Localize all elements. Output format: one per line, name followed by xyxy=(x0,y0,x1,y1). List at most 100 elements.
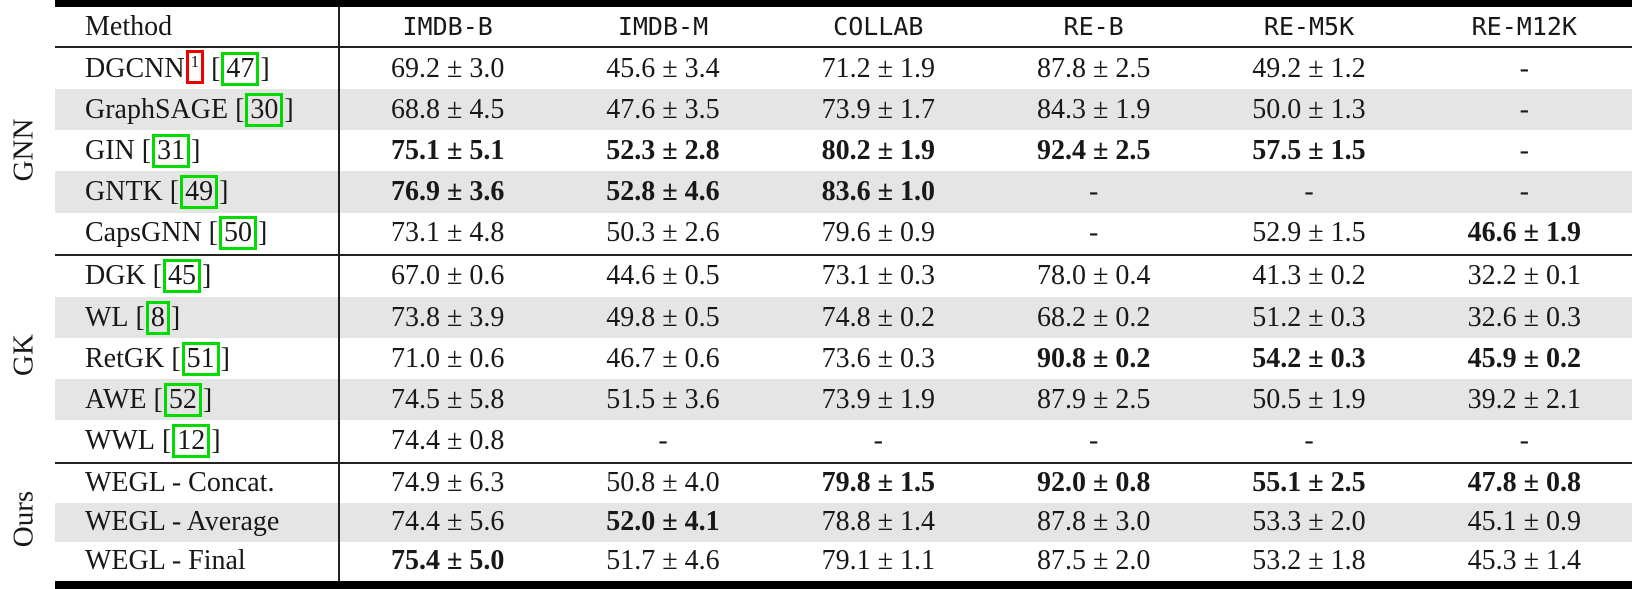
method-name: WEGL - Average xyxy=(85,506,280,538)
table-row: WL [8] 73.8 ± 3.9 49.8 ± 0.5 74.8 ± 0.2 68.2… xyxy=(55,296,1632,339)
citation-close-bracket: ] xyxy=(170,301,181,333)
table-row: WEGL - Concat. 74.9 ± 6.3 50.8 ± 4.0 79.8 ±… xyxy=(55,461,1632,503)
method-cell: RetGK [51] xyxy=(55,338,340,380)
column-header-re-b: RE-B xyxy=(1063,12,1124,41)
value-cell: - xyxy=(1088,176,1099,208)
value-cell: 51.7 ± 4.6 xyxy=(606,545,720,577)
citation-open-bracket: [ xyxy=(145,260,162,292)
value-cell: 92.0 ± 0.8 xyxy=(1036,467,1151,499)
group-label-gnn: GNN xyxy=(7,118,40,182)
value-cell: 54.2 ± 0.3 xyxy=(1252,342,1366,374)
value-cell: 45.6 ± 3.4 xyxy=(606,52,720,84)
method-cell: WL [8] xyxy=(55,296,340,339)
method-cell: AWE [52] xyxy=(55,379,340,421)
value-cell: 55.1 ± 2.5 xyxy=(1252,467,1366,499)
value-cell: 52.8 ± 4.6 xyxy=(606,176,720,208)
citation-box[interactable]: 8 xyxy=(145,300,170,335)
method-name: RetGK xyxy=(85,342,165,374)
citation-open-bracket: [ xyxy=(134,134,152,166)
citation-box[interactable]: 12 xyxy=(172,423,211,458)
value-cell: 41.3 ± 0.2 xyxy=(1252,260,1366,292)
value-cell: 75.1 ± 5.1 xyxy=(390,134,505,166)
value-cell: 44.6 ± 0.5 xyxy=(606,260,720,292)
citation-open-bracket: [ xyxy=(201,217,218,249)
citation-close-bracket: ] xyxy=(202,260,212,292)
value-cell: 67.0 ± 0.6 xyxy=(390,260,505,292)
value-cell: 78.8 ± 1.4 xyxy=(821,506,935,538)
value-cell: 45.3 ± 1.4 xyxy=(1467,545,1581,577)
value-cell: 53.2 ± 1.8 xyxy=(1252,545,1366,577)
value-cell: 52.0 ± 4.1 xyxy=(606,506,720,538)
value-cell: - xyxy=(1519,52,1529,84)
method-name: GIN xyxy=(85,134,135,166)
citation-box[interactable]: 52 xyxy=(163,382,202,417)
value-cell: 87.5 ± 2.0 xyxy=(1036,545,1151,577)
value-cell: 73.1 ± 0.3 xyxy=(821,260,935,292)
citation-box[interactable]: 30 xyxy=(245,92,284,127)
value-cell: 50.0 ± 1.3 xyxy=(1252,93,1366,125)
citation-box[interactable]: 49 xyxy=(180,175,219,210)
method-name: GraphSAGE xyxy=(85,93,229,125)
value-cell: 50.8 ± 4.0 xyxy=(606,467,720,499)
value-cell: 71.2 ± 1.9 xyxy=(821,52,935,84)
value-cell: - xyxy=(1519,93,1529,125)
method-cell: WEGL - Final xyxy=(55,541,340,582)
value-cell: 45.1 ± 0.9 xyxy=(1467,506,1581,538)
citation-close-bracket: ] xyxy=(284,93,294,125)
method-cell: DGK [45] xyxy=(55,255,340,297)
value-cell: 69.2 ± 3.0 xyxy=(390,52,505,84)
value-cell: 83.6 ± 1.0 xyxy=(821,176,935,208)
citation-open-bracket: [ xyxy=(204,52,221,84)
column-header-method: Method xyxy=(55,7,340,46)
value-cell: 47.8 ± 0.8 xyxy=(1467,467,1581,499)
table-row: GraphSAGE [30] 68.8 ± 4.5 47.6 ± 3.5 73.9 ±… xyxy=(55,89,1632,131)
table-row: GNTK [49] 76.9 ± 3.6 52.8 ± 4.6 83.6 ± 1.0 -… xyxy=(55,171,1632,213)
value-cell: 68.8 ± 4.5 xyxy=(390,93,505,125)
table-header-row: Method IMDB-B IMDB-M COLLAB RE-B RE-M5K … xyxy=(55,7,1632,48)
method-cell: WWL [12] xyxy=(55,420,340,462)
footnote-marker-box[interactable]: 1 xyxy=(185,50,205,85)
column-header-imdb-b: IMDB-B xyxy=(402,12,493,41)
table-row: RetGK [51] 71.0 ± 0.6 46.7 ± 0.6 73.6 ± 0.3… xyxy=(55,338,1632,380)
table-row: GIN [31] 75.1 ± 5.1 52.3 ± 2.8 80.2 ± 1.9 92… xyxy=(55,130,1632,172)
value-cell: 50.5 ± 1.9 xyxy=(1252,383,1366,415)
citation-box[interactable]: 47 xyxy=(221,51,260,86)
method-cell: GraphSAGE [30] xyxy=(55,89,340,131)
value-cell: 74.4 ± 0.8 xyxy=(390,424,505,456)
table-row: AWE [52] 74.5 ± 5.8 51.5 ± 3.6 73.9 ± 1.9 87… xyxy=(55,379,1632,421)
value-cell: 57.5 ± 1.5 xyxy=(1252,134,1366,166)
value-cell: 79.1 ± 1.1 xyxy=(821,545,935,577)
citation-box[interactable]: 31 xyxy=(152,133,191,168)
value-cell: 32.6 ± 0.3 xyxy=(1467,301,1581,333)
value-cell: 76.9 ± 3.6 xyxy=(390,176,505,208)
value-cell: 68.2 ± 0.2 xyxy=(1036,301,1151,333)
citation-close-bracket: ] xyxy=(211,424,221,456)
citation-close-bracket: ] xyxy=(202,383,213,415)
citation-close-bracket: ] xyxy=(219,176,229,208)
table-grid: Method IMDB-B IMDB-M COLLAB RE-B RE-M5K … xyxy=(55,0,1632,589)
method-name: WWL xyxy=(85,424,155,456)
value-cell: 51.5 ± 3.6 xyxy=(606,383,720,415)
value-cell: 73.8 ± 3.9 xyxy=(390,301,505,333)
citation-box[interactable]: 50 xyxy=(219,216,257,251)
citation-box[interactable]: 51 xyxy=(181,341,220,376)
method-cell: WEGL - Concat. xyxy=(55,463,340,503)
method-name: WEGL - Final xyxy=(85,545,246,577)
value-cell: 74.4 ± 5.6 xyxy=(390,506,505,538)
citation-open-bracket: [ xyxy=(228,93,245,125)
value-cell: 73.9 ± 1.9 xyxy=(821,383,935,415)
method-name: GNTK xyxy=(85,176,163,208)
citation-open-bracket: [ xyxy=(162,176,180,208)
value-cell: 79.8 ± 1.5 xyxy=(821,467,935,499)
citation-close-bracket: ] xyxy=(191,134,201,166)
value-cell: 53.3 ± 2.0 xyxy=(1252,506,1366,538)
column-header-re-m5k: RE-M5K xyxy=(1263,12,1355,41)
citation-close-bracket: ] xyxy=(220,342,230,374)
value-cell: - xyxy=(658,424,668,456)
table-row: DGK [45] 67.0 ± 0.6 44.6 ± 0.5 73.1 ± 0.3 78… xyxy=(55,253,1632,297)
citation-box[interactable]: 45 xyxy=(163,259,201,294)
value-cell: 71.0 ± 0.6 xyxy=(390,342,505,374)
citation-open-bracket: [ xyxy=(154,424,172,456)
citation-open-bracket: [ xyxy=(164,342,181,374)
